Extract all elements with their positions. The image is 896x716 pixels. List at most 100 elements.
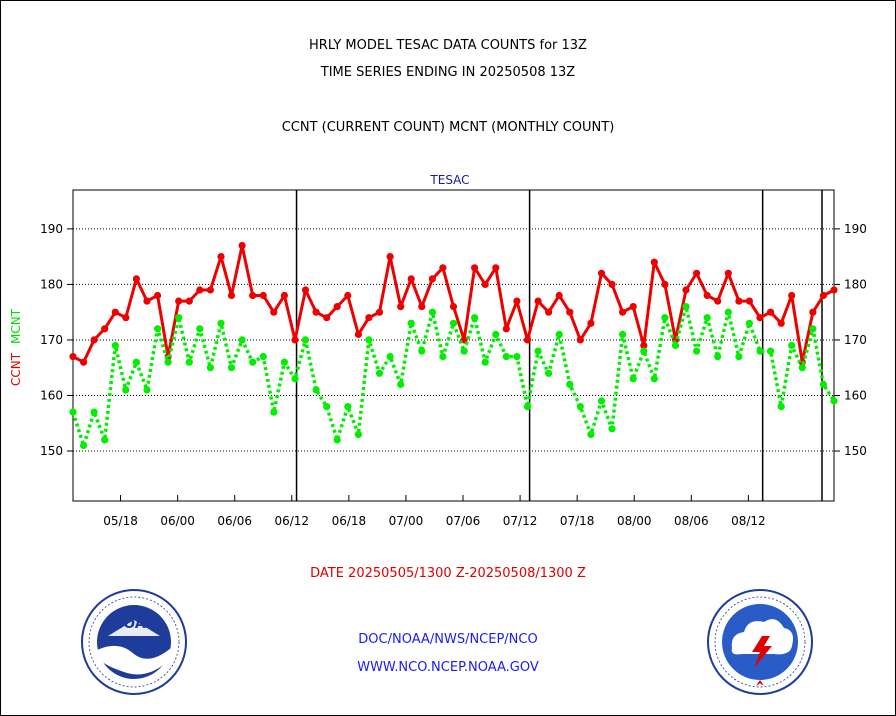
data-point-ccnt [471,264,479,272]
data-point-mcnt [777,403,785,411]
data-point-ccnt [259,291,267,300]
series-description: CCNT (CURRENT COUNT) MCNT (MONTHLY COUNT… [281,120,615,135]
data-point-mcnt [735,353,743,361]
data-point-ccnt [682,286,690,294]
credit-line-url: WWW.NCO.NCEP.NOAA.GOV [357,660,539,675]
data-point-ccnt [333,303,341,311]
data-point-ccnt [619,308,627,316]
data-point-mcnt [576,403,584,411]
noaa-logo: NOAA [81,589,187,695]
series-ccnt [69,241,838,366]
data-point-mcnt [428,308,436,316]
data-point-ccnt [819,291,828,300]
data-point-mcnt [301,336,310,344]
x-tick-label: 06/18 [332,514,367,528]
data-point-mcnt [471,314,479,322]
y-tick-label: 180 [40,277,63,291]
data-point-mcnt [449,319,458,327]
data-point-ccnt [397,303,405,311]
data-point-ccnt [724,269,732,277]
data-point-mcnt [640,347,648,355]
data-point-mcnt [280,358,288,366]
data-point-ccnt [809,308,817,316]
data-point-mcnt [693,347,701,355]
data-point-ccnt [185,297,193,305]
data-point-ccnt [439,264,447,272]
data-point-mcnt [756,347,764,355]
data-point-ccnt [597,269,606,277]
data-point-ccnt [122,314,130,322]
x-tick-labels: 05/18 06/00 06/06 06/12 06/18 07/00 07/06 07/12… [103,495,766,528]
y-axis-label-ccnt: CCNT [9,352,23,386]
data-point-mcnt [418,347,426,355]
data-point-ccnt [650,258,658,266]
data-point-ccnt [280,291,288,300]
data-point-mcnt [122,386,130,394]
data-point-mcnt [227,364,236,372]
data-point-ccnt [513,297,521,305]
data-point-ccnt [365,314,373,322]
data-point-ccnt [344,291,352,300]
data-point-ccnt [154,291,162,300]
data-point-mcnt [523,403,532,411]
y-tick-label-right: 190 [844,222,867,236]
data-point-mcnt [375,369,384,377]
x-tick-label: 07/00 [389,514,424,528]
x-tick-label: 07/18 [560,514,595,528]
data-point-mcnt [175,314,183,322]
x-tick-label: 07/12 [503,514,538,528]
y-tick-label-right: 160 [844,388,867,402]
x-tick-label: 07/06 [446,514,481,528]
y-tick-label: 170 [40,333,63,347]
data-point-mcnt [650,375,658,383]
x-tick-label: 06/00 [160,514,195,528]
data-point-ccnt [481,280,489,288]
plot-frame [72,189,835,502]
data-point-mcnt [132,358,140,366]
data-point-mcnt [703,314,711,322]
data-point-ccnt [132,275,140,283]
y-tick-label: 150 [40,444,63,458]
data-point-ccnt [661,280,669,288]
credit-line-org: DOC/NOAA/NWS/NCEP/NCO [358,632,538,647]
data-point-mcnt [682,303,690,311]
data-point-mcnt [745,319,754,327]
data-point-ccnt [534,297,542,305]
data-point-ccnt [101,325,109,333]
x-tick-label: 08/06 [674,514,709,528]
data-point-ccnt [714,297,722,305]
data-point-ccnt [745,297,754,305]
data-point-mcnt [291,375,299,383]
data-point-mcnt [80,441,88,450]
data-point-mcnt [819,380,828,388]
data-point-ccnt [386,253,394,261]
series-mcnt [69,303,838,450]
data-point-mcnt [597,397,606,405]
data-point-mcnt [545,369,553,377]
data-point-mcnt [111,341,119,350]
y-tick-label-right: 150 [844,444,867,458]
chart-subtitle-date: TIME SERIES ENDING IN 20250508 13Z [320,65,576,80]
panel-label: TESAC [429,173,469,187]
data-point-ccnt [756,314,764,322]
data-point-ccnt [693,269,701,277]
data-point-mcnt [629,375,637,383]
data-point-mcnt [830,397,838,405]
data-point-ccnt [703,291,711,300]
data-point-ccnt [502,325,510,333]
data-point-ccnt [492,264,500,272]
data-point-ccnt [735,297,743,305]
data-point-ccnt [830,286,838,294]
data-point-mcnt [312,386,320,394]
data-point-ccnt [777,319,785,327]
y-axis-label: CCNT MCNT [9,308,23,386]
data-point-mcnt [513,353,521,361]
y-tick-label-right: 180 [844,277,867,291]
data-point-mcnt [767,347,775,355]
data-point-ccnt [111,308,119,316]
data-point-mcnt [101,436,109,444]
data-point-mcnt [238,336,246,344]
data-point-mcnt [196,325,204,333]
data-point-mcnt [502,353,510,361]
